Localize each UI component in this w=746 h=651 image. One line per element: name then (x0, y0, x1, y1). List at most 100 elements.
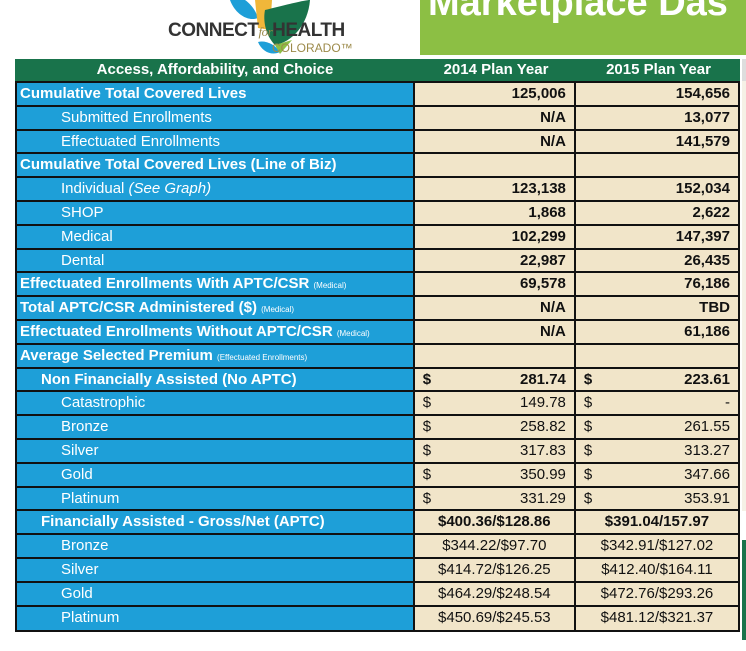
value-2015: 141,579 (575, 130, 738, 155)
value-2015: 26,435 (575, 249, 738, 274)
row-label: Platinum (17, 487, 415, 512)
row-label: Submitted Enrollments (17, 106, 415, 131)
value-2015: $261.55 (575, 416, 738, 440)
value-2014: $350.99 (414, 463, 576, 488)
table-row: Silver $414.72/$126.25 $412.40/$164.11 (17, 558, 738, 583)
value-2015 (575, 344, 738, 369)
value-2015 (575, 154, 738, 179)
logo-subtitle: COLORADO™ (272, 41, 353, 55)
value-2014: N/A (414, 297, 576, 321)
value-2015: $353.91 (575, 487, 738, 512)
row-label: Financially Assisted - Gross/Net (APTC) (17, 511, 415, 536)
table-row: Platinum $331.29 $353.91 (17, 487, 738, 512)
row-label: Silver (17, 439, 415, 464)
table-row: Gold $350.99 $347.66 (17, 463, 738, 488)
row-label: Average Selected Premium (Effectuated En… (17, 344, 415, 369)
row-label: Gold (17, 582, 415, 607)
page-title: Marketplace Das (428, 0, 728, 24)
title-banner: Marketplace Das (420, 0, 746, 55)
value-2015: 61,186 (575, 320, 738, 345)
header-2014: 2014 Plan Year (443, 61, 549, 78)
table-row: Effectuated Enrollments With APTC/CSR (M… (17, 273, 738, 298)
value-2015: $347.66 (575, 463, 738, 488)
value-2014: $414.72/$126.25 (414, 558, 576, 583)
row-label: Medical (17, 225, 415, 250)
table-row: Dental 22,987 26,435 (17, 249, 738, 274)
value-2014: 22,987 (414, 249, 576, 274)
table-row: Effectuated Enrollments Without APTC/CSR… (17, 320, 738, 345)
value-2014: $317.83 (414, 439, 576, 464)
table-row: Catastrophic $149.78 $ - (17, 392, 738, 417)
value-2015: 147,397 (575, 225, 738, 250)
row-label: Effectuated Enrollments With APTC/CSR (M… (17, 273, 415, 298)
table-body: Cumulative Total Covered Lives 125,006 154… (15, 81, 740, 633)
header-2015: 2015 Plan Year (606, 61, 711, 78)
row-label: Dental (17, 249, 415, 274)
table-row: Total APTC/CSR Administered ($) (Medical… (17, 297, 738, 321)
value-2015: 152,034 (575, 178, 738, 202)
value-2014: N/A (414, 130, 576, 155)
table-row: Average Selected Premium (Effectuated En… (17, 344, 738, 369)
value-2014 (414, 344, 576, 369)
logo-leaves-icon (230, 0, 310, 54)
value-2014: $281.74 (414, 368, 576, 393)
table-row: Cumulative Total Covered Lives 125,006 154… (17, 83, 738, 107)
row-label: SHOP (17, 201, 415, 226)
value-2015: $313.27 (575, 439, 738, 464)
row-label: Effectuated Enrollments Without APTC/CSR… (17, 320, 415, 345)
row-label: Gold (17, 463, 415, 488)
connect-for-health-colorado-logo: CONNECTforHEALTH COLORADO™ (80, 0, 353, 58)
table-row: Submitted Enrollments N/A 13,077 (17, 106, 738, 131)
value-2015: $481.12/$321.37 (575, 606, 738, 631)
value-2014: N/A (414, 106, 576, 131)
value-2014: 1,868 (414, 201, 576, 226)
value-2015: $342.91/$127.02 (575, 535, 738, 559)
table-row: Medical 102,299 147,397 (17, 225, 738, 250)
row-label: Catastrophic (17, 392, 415, 417)
value-2014: $331.29 (414, 487, 576, 512)
table-row: Effectuated Enrollments N/A 141,579 (17, 130, 738, 155)
access-affordability-table: Access, Affordability, and Choice 2014 P… (15, 59, 740, 633)
value-2014: $258.82 (414, 416, 576, 440)
value-2014: 125,006 (414, 83, 576, 107)
row-label: Cumulative Total Covered Lives (17, 83, 415, 107)
value-2015: $ - (575, 392, 738, 417)
value-2014: $400.36/$128.86 (414, 511, 576, 536)
row-label: Non Financially Assisted (No APTC) (17, 368, 415, 393)
row-label: Cumulative Total Covered Lives (Line of … (17, 154, 415, 179)
value-2014: N/A (414, 320, 576, 345)
value-2015: $472.76/$293.26 (575, 582, 738, 607)
value-2014: $464.29/$248.54 (414, 582, 576, 607)
value-2015: 76,186 (575, 273, 738, 298)
table-row: Gold $464.29/$248.54 $472.76/$293.26 (17, 582, 738, 607)
value-2015: $391.04/157.97 (575, 511, 738, 536)
value-2014: 123,138 (414, 178, 576, 202)
logo-wordmark: CONNECTforHEALTH (168, 20, 345, 41)
adjacent-panel-edge (742, 59, 746, 81)
adjacent-panel-edge (742, 81, 746, 511)
value-2015: 154,656 (575, 83, 738, 107)
value-2015: $223.61 (575, 368, 738, 393)
row-label: Platinum (17, 606, 415, 631)
table-row: Individual (See Graph) 123,138 152,034 (17, 178, 738, 202)
table-row: Platinum $450.69/$245.53 $481.12/$321.37 (17, 606, 738, 631)
value-2015: 13,077 (575, 106, 738, 131)
adjacent-panel-edge (742, 540, 746, 640)
table-row: Cumulative Total Covered Lives (Line of … (17, 154, 738, 179)
value-2014: 69,578 (414, 273, 576, 298)
value-2014: $450.69/$245.53 (414, 606, 576, 631)
row-label: Bronze (17, 416, 415, 440)
row-label: Silver (17, 558, 415, 583)
row-label: Effectuated Enrollments (17, 130, 415, 155)
table-row: Non Financially Assisted (No APTC) $281.7… (17, 368, 738, 393)
table-row: Silver $317.83 $313.27 (17, 439, 738, 464)
row-label: Individual (See Graph) (17, 178, 415, 202)
value-2014: $149.78 (414, 392, 576, 417)
header-category: Access, Affordability, and Choice (96, 61, 334, 78)
row-label: Bronze (17, 535, 415, 559)
table-row: SHOP 1,868 2,622 (17, 201, 738, 226)
row-label: Total APTC/CSR Administered ($) (Medical… (17, 297, 415, 321)
value-2014 (414, 154, 576, 179)
value-2015: TBD (575, 297, 738, 321)
value-2015: 2,622 (575, 201, 738, 226)
